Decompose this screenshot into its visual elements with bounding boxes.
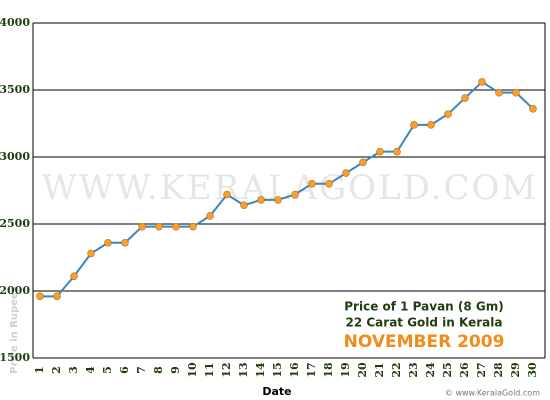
watermark: WWW.KERALAGOLD.COM — [42, 168, 538, 208]
x-tick-label: 30 — [526, 362, 539, 378]
data-point — [410, 121, 418, 129]
data-point — [342, 169, 350, 177]
data-point — [274, 196, 282, 204]
data-point — [291, 190, 299, 199]
data-point — [121, 238, 129, 247]
x-tick-label: 25 — [441, 362, 454, 377]
data-point — [36, 292, 44, 301]
annotation-month: NOVEMBER 2009 — [344, 332, 505, 352]
x-tick-label: 2 — [50, 366, 63, 374]
x-tick-label: 9 — [169, 366, 182, 374]
annotation-line: Price of 1 Pavan (8 Gm) — [344, 300, 504, 314]
x-tick-label: 10 — [186, 362, 199, 378]
data-point — [529, 104, 537, 113]
data-point — [257, 196, 265, 204]
x-tick-label: 5 — [101, 366, 114, 374]
x-tick-label: 8 — [152, 366, 165, 374]
y-axis-label: Price in Rupees — [9, 286, 20, 373]
x-tick-label: 18 — [322, 362, 335, 378]
x-tick-label: 19 — [339, 362, 352, 377]
data-point — [70, 272, 78, 281]
data-point — [104, 238, 112, 247]
data-point — [393, 147, 401, 156]
x-tick-label: 13 — [237, 362, 250, 377]
data-point — [172, 222, 180, 231]
x-tick-label: 6 — [118, 366, 131, 374]
x-tick-label: 26 — [458, 362, 471, 378]
data-point — [53, 292, 61, 301]
annotation-line: 22 Carat Gold in Kerala — [346, 316, 503, 330]
y-tick-label: 12500 — [0, 217, 30, 230]
x-tick-label: 21 — [373, 362, 386, 377]
data-point — [495, 88, 503, 97]
y-tick-label: 13500 — [0, 83, 30, 96]
data-point — [308, 180, 316, 188]
data-point — [478, 78, 486, 86]
data-point — [240, 201, 248, 210]
x-tick-label: 15 — [271, 362, 284, 377]
y-tick-label: 12000 — [0, 284, 30, 297]
data-point — [444, 110, 452, 118]
data-point — [206, 212, 214, 220]
x-tick-label: 17 — [305, 362, 318, 377]
y-tick-label: 14000 — [0, 16, 30, 29]
data-point — [427, 121, 435, 129]
x-tick-label: 1 — [33, 366, 46, 374]
x-tick-label: 3 — [67, 366, 80, 374]
data-point — [87, 249, 95, 258]
data-point — [155, 222, 163, 231]
footer: © www.KeralaGold.com — [445, 389, 540, 398]
x-tick-label: 23 — [407, 362, 420, 377]
x-tick-label: 29 — [509, 362, 522, 377]
data-point — [461, 94, 469, 102]
x-tick-label: 11 — [203, 362, 216, 377]
data-point — [325, 180, 333, 188]
x-tick-label: 28 — [492, 362, 505, 378]
y-tick-label: 13000 — [0, 150, 30, 163]
data-point — [189, 222, 197, 231]
data-point — [376, 147, 384, 156]
x-tick-label: 7 — [135, 366, 148, 374]
x-tick-label: 14 — [254, 362, 267, 378]
x-tick-label: 20 — [356, 362, 369, 378]
x-tick-label: 24 — [424, 362, 437, 378]
x-tick-label: 16 — [288, 362, 301, 378]
x-tick-label: 27 — [475, 362, 488, 377]
data-point — [223, 190, 231, 199]
data-point — [359, 158, 367, 167]
x-tick-label: 22 — [390, 362, 403, 377]
data-point — [512, 88, 520, 97]
x-axis-label: Date — [262, 385, 291, 398]
x-tick-label: 12 — [220, 362, 233, 377]
data-point — [138, 222, 146, 231]
x-tick-label: 4 — [84, 366, 97, 374]
y-tick-label: 11500 — [0, 351, 30, 364]
